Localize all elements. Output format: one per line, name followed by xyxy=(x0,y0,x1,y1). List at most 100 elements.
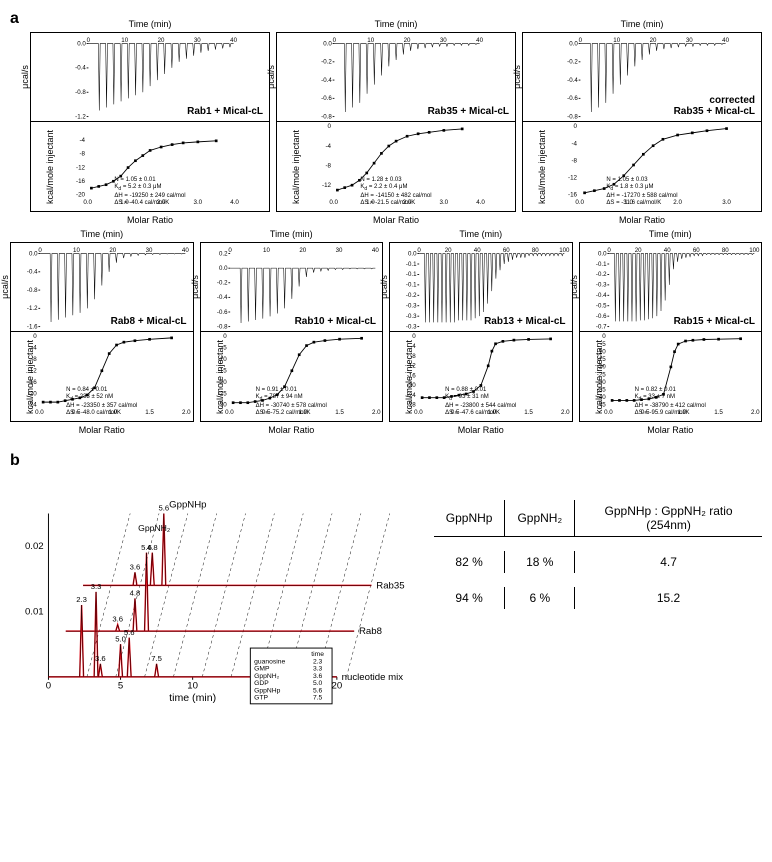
svg-text:time (min): time (min) xyxy=(169,692,216,704)
svg-text:3.6: 3.6 xyxy=(112,615,123,624)
table-row: 94 %6 %15.2 xyxy=(434,587,762,609)
xlabel-molar: Molar Ratio xyxy=(373,215,419,225)
svg-text:-0.1: -0.1 xyxy=(406,282,417,289)
svg-text:5.6: 5.6 xyxy=(158,504,169,513)
svg-text:GMP: GMP xyxy=(254,666,270,673)
hplc-plot: 051015200.010.02time (min)3.64.85.6Rab35… xyxy=(10,490,414,710)
itc-row-1: -1.2-0.8-0.40.0010203040μcal/sTime (min)… xyxy=(30,32,762,212)
svg-text:-16: -16 xyxy=(76,178,86,185)
svg-text:GDP: GDP xyxy=(254,680,269,687)
svg-text:5.6: 5.6 xyxy=(124,628,135,637)
svg-text:10: 10 xyxy=(121,37,128,44)
itc-title: Rab13 + Mical-cL xyxy=(484,316,565,327)
svg-text:30: 30 xyxy=(686,37,693,44)
svg-text:3.6: 3.6 xyxy=(130,562,141,571)
svg-text:-0.1: -0.1 xyxy=(406,261,417,268)
svg-text:-12: -12 xyxy=(322,182,332,189)
svg-text:7.5: 7.5 xyxy=(151,654,162,663)
svg-text:40: 40 xyxy=(722,37,729,44)
svg-text:20: 20 xyxy=(332,680,343,691)
svg-text:2.0: 2.0 xyxy=(750,409,759,416)
svg-text:20: 20 xyxy=(158,37,165,44)
table-cell: 94 % xyxy=(434,587,505,609)
svg-text:-0.1: -0.1 xyxy=(406,271,417,278)
panel-b-container: 051015200.010.02time (min)3.64.85.6Rab35… xyxy=(10,490,762,710)
ylabel-heat: kcal/mole injectant xyxy=(594,339,604,413)
ylabel-heat: kcal/mole injectant xyxy=(25,339,35,413)
xlabel-time: Time (min) xyxy=(270,229,313,239)
svg-text:20: 20 xyxy=(109,247,116,254)
thermo-params: N = 1.28 ± 0.03Kd = 2.2 ± 0.4 μMΔH = -14… xyxy=(360,177,431,207)
svg-text:2.3: 2.3 xyxy=(313,658,323,665)
panel-b-label: b xyxy=(10,452,762,470)
svg-text:0.0: 0.0 xyxy=(29,250,38,257)
svg-text:0.0: 0.0 xyxy=(329,199,338,206)
xlabel-time: Time (min) xyxy=(80,229,123,239)
svg-text:GppNHp: GppNHp xyxy=(169,500,206,511)
svg-text:10: 10 xyxy=(263,247,270,254)
svg-text:5: 5 xyxy=(118,680,123,691)
table-cell: 15.2 xyxy=(575,587,762,609)
svg-text:-0.6: -0.6 xyxy=(216,309,227,316)
table-header: GppNHp xyxy=(434,500,505,537)
svg-text:-0.8: -0.8 xyxy=(75,89,86,96)
svg-text:10: 10 xyxy=(613,37,620,44)
svg-text:1.5: 1.5 xyxy=(335,409,344,416)
svg-text:40: 40 xyxy=(474,247,481,254)
svg-text:-0.3: -0.3 xyxy=(406,323,417,330)
svg-text:-8: -8 xyxy=(79,151,85,158)
itc-thermogram: -0.3-0.3-0.3-0.2-0.1-0.1-0.10.0020406080… xyxy=(389,242,573,332)
svg-text:-0.3: -0.3 xyxy=(406,313,417,320)
itc-title: Rab10 + Mical-cL xyxy=(295,316,376,327)
svg-text:20: 20 xyxy=(299,247,306,254)
svg-text:-0.4: -0.4 xyxy=(216,294,227,301)
itc-title: Rab15 + Mical-cL xyxy=(674,316,755,327)
itc-isotherm: -28-24-20-16-12-8-400.00.51.01.52.0kcal/… xyxy=(389,332,573,422)
svg-text:guanosine: guanosine xyxy=(254,658,285,665)
svg-text:0.0: 0.0 xyxy=(323,40,332,47)
svg-text:-8: -8 xyxy=(571,157,577,164)
ylabel-power: μcal/s xyxy=(266,65,276,89)
svg-text:40: 40 xyxy=(663,247,670,254)
svg-text:0.0: 0.0 xyxy=(77,40,86,47)
ylabel-power: μcal/s xyxy=(20,65,30,89)
ylabel-heat: kcal/mole injectant xyxy=(45,129,55,203)
table-row: 82 %18 %4.7 xyxy=(434,551,762,573)
svg-text:40: 40 xyxy=(230,37,237,44)
svg-text:60: 60 xyxy=(503,247,510,254)
svg-text:100: 100 xyxy=(749,247,760,254)
table-cell: 4.7 xyxy=(575,551,762,573)
svg-text:-1.2: -1.2 xyxy=(75,113,86,120)
itc-panel: -0.8-0.6-0.4-0.20.00.2010203040μcal/sTim… xyxy=(200,242,384,422)
svg-text:-0.2: -0.2 xyxy=(567,59,578,66)
svg-text:-4: -4 xyxy=(325,143,331,150)
svg-text:time: time xyxy=(311,651,324,658)
xlabel-molar: Molar Ratio xyxy=(268,425,314,435)
hplc-table: GppNHpGppNH₂GppNHp : GppNH₂ ratio (254nm… xyxy=(434,500,762,609)
xlabel-molar: Molar Ratio xyxy=(79,425,125,435)
itc-isotherm: -12-8-400.01.02.03.04.0kcal/mole injecta… xyxy=(276,122,516,212)
itc-title: Rab35 + Mical-cL xyxy=(428,106,509,117)
svg-text:20: 20 xyxy=(650,37,657,44)
itc-panel: -0.3-0.3-0.3-0.2-0.1-0.1-0.10.0020406080… xyxy=(389,242,573,422)
svg-text:-0.4: -0.4 xyxy=(595,292,606,299)
ylabel-heat: kcal/mole injectant xyxy=(291,129,301,203)
svg-text:-0.8: -0.8 xyxy=(567,113,578,120)
svg-text:4.8: 4.8 xyxy=(130,589,141,598)
svg-text:0.0: 0.0 xyxy=(408,250,417,257)
svg-text:2.0: 2.0 xyxy=(561,409,570,416)
xlabel-time: Time (min) xyxy=(459,229,502,239)
ylabel-power: μcal/s xyxy=(0,275,10,299)
svg-text:0: 0 xyxy=(417,247,421,254)
svg-text:-0.6: -0.6 xyxy=(321,95,332,102)
svg-text:0.0: 0.0 xyxy=(597,250,606,257)
svg-text:0.0: 0.0 xyxy=(35,409,44,416)
svg-text:10: 10 xyxy=(187,680,198,691)
itc-isotherm: -16-12-8-400.01.02.03.0kcal/mole injecta… xyxy=(522,122,762,212)
itc-title: correctedRab35 + Mical-cL xyxy=(674,95,755,117)
svg-text:1.5: 1.5 xyxy=(524,409,533,416)
svg-text:0.0: 0.0 xyxy=(218,265,227,272)
svg-text:-0.4: -0.4 xyxy=(75,65,86,72)
svg-text:2.3: 2.3 xyxy=(76,595,87,604)
svg-text:10: 10 xyxy=(73,247,80,254)
